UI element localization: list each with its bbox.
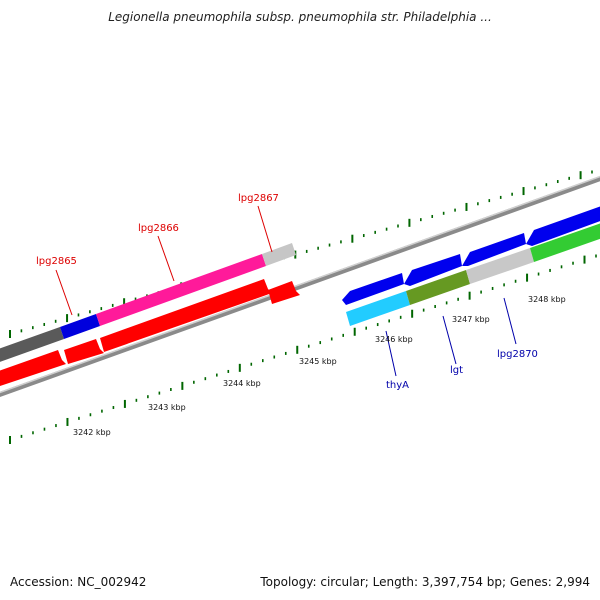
feature-gray-light[interactable] (262, 243, 296, 266)
scale-label-3247: 3247 kbp (452, 315, 490, 324)
upper-tick-row (9, 170, 593, 338)
lower-tick-row (9, 254, 597, 444)
feature-red-1[interactable] (0, 350, 66, 388)
backbone (0, 175, 600, 398)
feature-green-r[interactable] (530, 220, 600, 262)
accession-text: Accession: NC_002942 (10, 575, 147, 589)
feature-red-2[interactable] (64, 339, 104, 364)
gene-label-lpg2867[interactable]: lpg2867 (238, 193, 279, 204)
scale-label-3244: 3244 kbp (223, 379, 261, 388)
feature-lpg2866[interactable] (96, 254, 266, 326)
scale-label-3246: 3246 kbp (375, 335, 413, 344)
genome-summary-text: Topology: circular; Length: 3,397,754 bp… (260, 575, 590, 589)
right-feature-group (342, 203, 600, 326)
gene-label-lgt[interactable]: lgt (450, 365, 463, 376)
left-feature-group (0, 243, 300, 388)
label-leaders (55, 205, 517, 377)
gene-label-thyA[interactable]: thyA (386, 380, 409, 391)
feature-red-3[interactable] (100, 279, 272, 352)
scale-labels: 3242 kbp 3243 kbp 3244 kbp 3245 kbp 3246… (73, 295, 566, 437)
feature-gray-dark[interactable] (0, 327, 64, 364)
feature-blue-r3[interactable] (462, 233, 526, 266)
feature-blue-left[interactable] (60, 314, 100, 339)
feature-blue-r2[interactable] (404, 254, 462, 286)
feature-red-4[interactable] (268, 281, 300, 304)
map-title: Legionella pneumophila subsp. pneumophil… (108, 10, 492, 24)
gene-label-lpg2865[interactable]: lpg2865 (36, 256, 77, 267)
feature-thyA[interactable] (346, 291, 410, 326)
gene-label-lpg2870[interactable]: lpg2870 (497, 349, 538, 360)
feature-lpg2870[interactable] (466, 248, 534, 284)
scale-label-3248: 3248 kbp (528, 295, 566, 304)
gene-label-lpg2866[interactable]: lpg2866 (138, 223, 179, 234)
gene-labels: lpg2865 lpg2866 lpg2867 thyA lgt lpg2870 (36, 193, 538, 391)
feature-blue-r1[interactable] (342, 273, 404, 305)
feature-blue-r4[interactable] (526, 203, 600, 246)
scale-label-3242: 3242 kbp (73, 428, 111, 437)
scale-label-3245: 3245 kbp (299, 357, 337, 366)
feature-lgt[interactable] (406, 270, 470, 305)
scale-label-3243: 3243 kbp (148, 403, 186, 412)
